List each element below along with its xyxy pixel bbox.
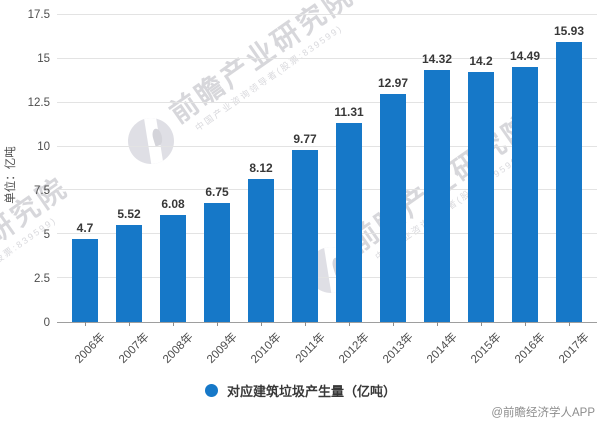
bar: [468, 72, 494, 322]
x-tick-label: 2011年: [293, 331, 328, 366]
x-axis-tick: [305, 322, 306, 326]
bar-slot: 4.7 2006年: [63, 15, 108, 366]
bar: [160, 215, 186, 322]
gridline: [57, 101, 597, 103]
x-tick-label: 2007年: [116, 331, 152, 366]
bar-value-label: 9.77: [293, 132, 317, 147]
bar-slot: 12.97 2013年: [371, 15, 416, 366]
y-tick-label: 17.5: [27, 9, 50, 21]
gridline: [57, 233, 597, 235]
x-tick-label: 2009年: [204, 331, 240, 366]
bar: [512, 66, 538, 322]
x-axis-tick: [217, 322, 218, 326]
x-tick-label: 2014年: [424, 331, 460, 366]
x-tick-label: 2010年: [248, 331, 284, 366]
bar-value-label: 4.7: [76, 221, 94, 236]
bar-value-label: 14.32: [421, 51, 453, 66]
legend-dot-icon: [204, 384, 218, 397]
y-tick-label: 10: [37, 141, 50, 153]
x-axis-tick: [85, 322, 86, 326]
bar-slot: 8.12 2010年: [239, 15, 284, 366]
bar-slot: 5.52 2007年: [107, 15, 152, 366]
x-tick-label: 2017年: [556, 331, 592, 366]
bar-slot: 6.08 2008年: [151, 15, 196, 366]
bar: [336, 122, 362, 322]
x-axis-tick: [129, 322, 130, 326]
bar-value-label: 6.75: [205, 185, 229, 200]
x-axis-tick: [349, 322, 350, 326]
y-tick-label: 7.5: [34, 185, 50, 197]
bar-value-label: 14.49: [509, 48, 541, 63]
x-tick-label: 2008年: [160, 331, 196, 366]
x-axis-tick: [261, 322, 262, 326]
x-axis-tick: [525, 322, 526, 326]
gridline: [57, 14, 597, 15]
x-axis-tick: [173, 322, 174, 326]
bar-slot: 9.77 2011年: [283, 15, 328, 365]
bar-value-label: 14.2: [469, 54, 493, 69]
bar: [72, 239, 98, 322]
bar: [248, 179, 274, 322]
bar: [204, 203, 230, 322]
bar: [556, 41, 582, 322]
bar-value-label: 8.12: [249, 161, 273, 176]
x-axis-tick: [481, 322, 482, 326]
bars-container: 4.7 2006年 5.52 2007年 6.08 2008年 6.75 2009年 8.12 2…: [57, 15, 597, 366]
bar-slot: 15.93 2017年: [547, 15, 592, 366]
bar-slot: 14.49 2016年: [503, 15, 548, 366]
bar-value-label: 12.97: [377, 75, 409, 90]
bar: [116, 224, 142, 322]
y-tick-label: 5: [43, 229, 50, 241]
y-tick-label: 0: [43, 317, 50, 329]
x-tick-label: 2006年: [72, 331, 108, 366]
bar-slot: 14.2 2015年: [459, 15, 504, 366]
y-tick-label: 15: [37, 53, 50, 65]
bar-value-label: 15.93: [553, 23, 585, 38]
x-tick-label: 2013年: [380, 331, 416, 366]
gridline: [57, 189, 597, 191]
y-axis-labels: 0 2.5 5 7.5 10 12.5 15 17.5: [0, 9, 50, 329]
y-tick-label: 12.5: [27, 97, 50, 109]
legend-label: 对应建筑垃圾产生量（亿吨）: [226, 384, 396, 399]
x-axis-tick: [437, 322, 438, 326]
bar-slot: 14.32 2014年: [415, 15, 460, 366]
bar-value-label: 5.52: [117, 206, 141, 221]
gridline: [57, 145, 597, 147]
bar-slot: 11.31 2012年: [327, 15, 371, 366]
plot-area: 4.7 2006年 5.52 2007年 6.08 2008年 6.75 2009年 8.12 2…: [57, 14, 597, 366]
bar: [424, 69, 450, 322]
bar-value-label: 6.08: [161, 197, 185, 211]
bar: [292, 150, 318, 322]
bar-slot: 6.75 2009年: [195, 15, 240, 366]
y-tick-label: 2.5: [34, 273, 50, 285]
x-axis-tick: [393, 322, 394, 326]
x-tick-label: 2016年: [512, 331, 548, 366]
x-axis-tick: [569, 322, 570, 326]
gridline: [57, 277, 597, 279]
x-tick-label: 2015年: [468, 331, 504, 366]
source-credit: @前瞻经济学人APP: [491, 407, 595, 419]
x-tick-label: 2012年: [336, 331, 372, 366]
bar-value-label: 11.31: [334, 104, 364, 119]
legend: 对应建筑垃圾产生量（亿吨）: [0, 381, 601, 400]
gridline: [57, 57, 597, 59]
bar: [380, 93, 406, 322]
